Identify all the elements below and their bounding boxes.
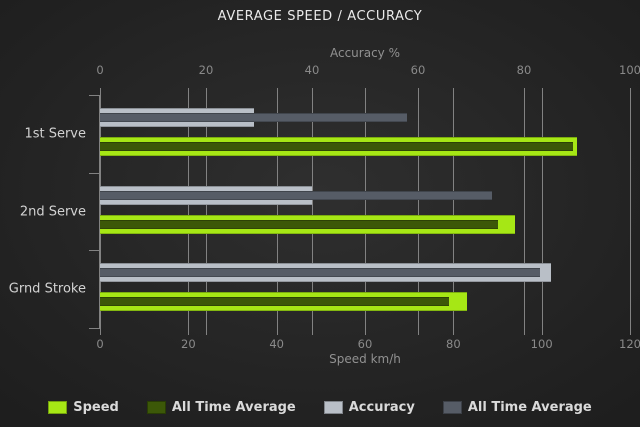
speed-tick-label-60: 60 [357,337,373,351]
legend-label: Accuracy [348,399,415,415]
speed-gridline-20 [188,88,190,335]
speed-tick-label-0: 0 [96,337,104,351]
legend-swatch-speed [48,400,68,414]
bar-all-time-average-grnd-stroke [100,297,449,307]
chart-legend: Speed All Time Average Accuracy All Time Av… [0,397,640,417]
bar-all-time-average-1st-serve [100,113,408,122]
bar-all-time-average-2nd-serve [100,219,498,229]
category-label-grnd-stroke: Grnd Stroke [8,281,86,297]
speed-tick-label-40: 40 [269,337,284,351]
legend-swatch-accuracy [323,400,343,414]
legend-item-speed[interactable]: Speed [48,400,119,415]
category-label-2nd-serve: 2nd Serve [19,204,86,219]
top-axis-label: Accuracy % [329,46,401,60]
legend-label: Speed [73,399,119,415]
y-axis-tick [89,173,100,174]
accuracy-tick-label-0: 0 [96,63,104,77]
accuracy-gridline-20 [206,88,207,335]
bottom-axis-label: Speed km/h [329,352,401,366]
accuracy-gridline-80 [524,88,525,335]
bar-all-time-average-1st-serve [100,142,573,151]
speed-tick-label-100: 100 [530,337,553,351]
speed-gridline-100 [541,88,543,335]
bar-all-time-average-2nd-serve [100,190,493,200]
legend-swatch-speed-all-time [146,400,166,414]
legend-label: All Time Average [467,399,592,415]
bar-all-time-average-grnd-stroke [100,268,540,278]
y-axis-tick [89,250,100,251]
chart-title: AVERAGE SPEED / ACCURACY [217,9,423,24]
speed-gridline-0 [100,88,101,335]
accuracy-gridline-40 [312,88,313,335]
y-axis-tick [89,328,100,329]
category-label-1st-serve: 1st Serve [24,126,86,142]
legend-item-all-time-average[interactable]: All Time Average [442,399,592,415]
speed-gridline-120 [630,88,631,335]
accuracy-tick-label-100: 100 [619,63,640,77]
speed-tick-label-20: 20 [181,337,196,351]
legend-item-all-time-average[interactable]: All Time Average [146,399,296,415]
accuracy-tick-label-80: 80 [516,63,532,77]
accuracy-tick-label-40: 40 [304,63,320,77]
speed-gridline-40 [276,88,278,335]
speed-tick-label-120: 120 [619,337,640,351]
legend-item-accuracy[interactable]: Accuracy [323,399,415,415]
speed-gridline-80 [453,88,455,335]
accuracy-gridline-60 [418,88,419,335]
legend-label: All Time Average [171,399,296,415]
speed-tick-label-80: 80 [446,337,461,351]
accuracy-tick-label-60: 60 [410,63,426,77]
accuracy-tick-label-20: 20 [198,63,214,77]
y-axis-tick [89,95,100,96]
legend-swatch-accuracy-all-time [442,400,462,414]
speed-gridline-60 [365,88,366,335]
y-axis-line [99,95,100,328]
